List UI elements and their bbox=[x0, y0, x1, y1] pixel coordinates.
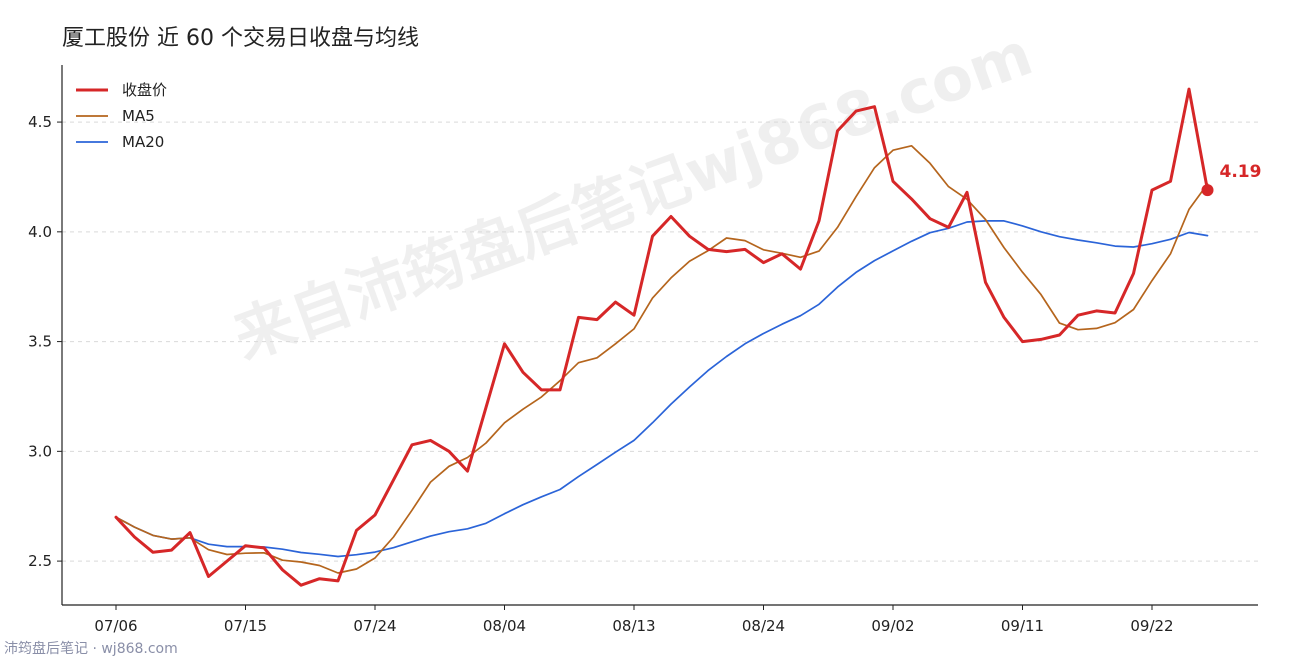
chart-title: 厦工股份 近 60 个交易日收盘与均线 bbox=[62, 26, 419, 51]
legend-label-0: 收盘价 bbox=[122, 81, 167, 99]
x-tick-label-1: 07/15 bbox=[224, 617, 267, 635]
x-tick-label-6: 09/02 bbox=[871, 617, 914, 635]
x-tick-label-5: 08/24 bbox=[742, 617, 785, 635]
series-line-0 bbox=[114, 87, 1209, 587]
footer-credit: 沛筠盘后笔记 · wj868.com bbox=[4, 641, 178, 657]
series-lines bbox=[114, 87, 1209, 587]
annotations: 4.19 bbox=[1201, 162, 1262, 197]
axes bbox=[61, 65, 1258, 606]
series-line-2 bbox=[115, 220, 1209, 558]
last-point-label-0: 4.19 bbox=[1220, 162, 1262, 182]
last-point-marker-0 bbox=[1201, 184, 1214, 197]
watermark-layer: 来自沛筠盘后笔记wj868.com bbox=[225, 19, 1041, 373]
x-tick-label-4: 08/13 bbox=[612, 617, 655, 635]
x-tick-label-2: 07/24 bbox=[353, 617, 396, 635]
y-tick-label-1: 3.0 bbox=[28, 442, 52, 460]
series-line-1 bbox=[115, 144, 1209, 574]
y-tick-label-0: 2.5 bbox=[28, 552, 52, 570]
legend-label-1: MA5 bbox=[122, 107, 155, 125]
x-tick-label-0: 07/06 bbox=[94, 617, 137, 635]
x-tick-label-7: 09/11 bbox=[1001, 617, 1044, 635]
y-tick-label-4: 4.5 bbox=[28, 113, 52, 131]
watermark-text: 来自沛筠盘后笔记wj868.com bbox=[225, 19, 1041, 373]
y-ticks: 2.5 3.0 3.5 4.0 4.5 bbox=[28, 113, 62, 570]
x-tick-label-3: 08/04 bbox=[483, 617, 526, 635]
y-tick-label-2: 3.5 bbox=[28, 333, 52, 351]
x-ticks: 07/06 07/15 07/24 08/04 08/13 08/24 09/02 09/11… bbox=[94, 605, 1174, 635]
legend-label-2: MA20 bbox=[122, 133, 164, 151]
x-tick-label-8: 09/22 bbox=[1130, 617, 1173, 635]
y-tick-label-3: 4.0 bbox=[28, 223, 52, 241]
legend: 收盘价 MA5 MA20 bbox=[76, 81, 167, 151]
